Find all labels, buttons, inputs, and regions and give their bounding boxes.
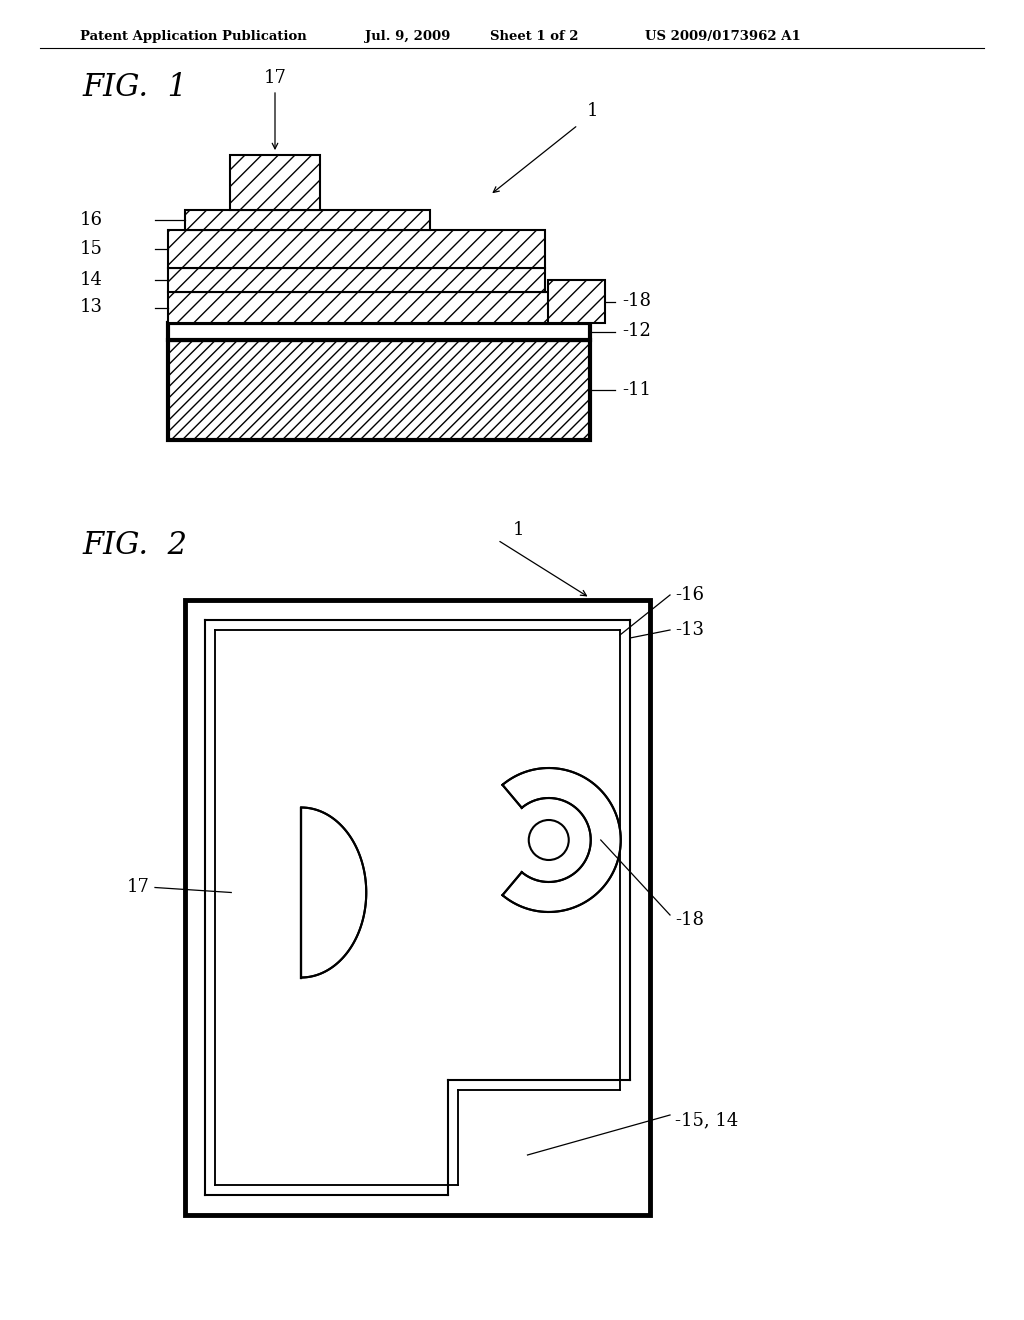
- Text: 1: 1: [587, 102, 598, 120]
- Text: 1: 1: [512, 521, 524, 539]
- Bar: [548, 280, 605, 323]
- Text: FIG.  1: FIG. 1: [82, 73, 187, 103]
- Text: 14: 14: [80, 271, 103, 289]
- Text: -11: -11: [622, 381, 651, 399]
- Text: Patent Application Publication: Patent Application Publication: [80, 30, 307, 44]
- Bar: [168, 230, 545, 268]
- Text: -18: -18: [622, 293, 651, 310]
- Text: -12: -12: [622, 322, 651, 341]
- Bar: [168, 341, 590, 440]
- Text: -18: -18: [675, 911, 705, 929]
- Text: 16: 16: [80, 211, 103, 228]
- Polygon shape: [301, 808, 367, 978]
- Bar: [230, 154, 319, 210]
- Text: Jul. 9, 2009: Jul. 9, 2009: [365, 30, 451, 44]
- Text: FIG.  2: FIG. 2: [82, 531, 187, 561]
- Text: US 2009/0173962 A1: US 2009/0173962 A1: [645, 30, 801, 44]
- Text: 15: 15: [80, 240, 103, 257]
- Bar: [185, 601, 650, 1214]
- Bar: [458, 1090, 623, 1185]
- Text: 13: 13: [80, 298, 103, 317]
- Circle shape: [528, 820, 568, 861]
- Text: -13: -13: [675, 620, 705, 639]
- Text: 17: 17: [263, 69, 287, 87]
- Text: Sheet 1 of 2: Sheet 1 of 2: [490, 30, 579, 44]
- Bar: [168, 323, 590, 341]
- Bar: [185, 210, 430, 230]
- Bar: [168, 268, 545, 292]
- Polygon shape: [503, 768, 621, 912]
- Bar: [447, 1080, 633, 1195]
- Text: -16: -16: [675, 586, 705, 605]
- Text: -15, 14: -15, 14: [675, 1111, 738, 1129]
- Bar: [168, 292, 590, 323]
- Text: 17: 17: [127, 879, 150, 896]
